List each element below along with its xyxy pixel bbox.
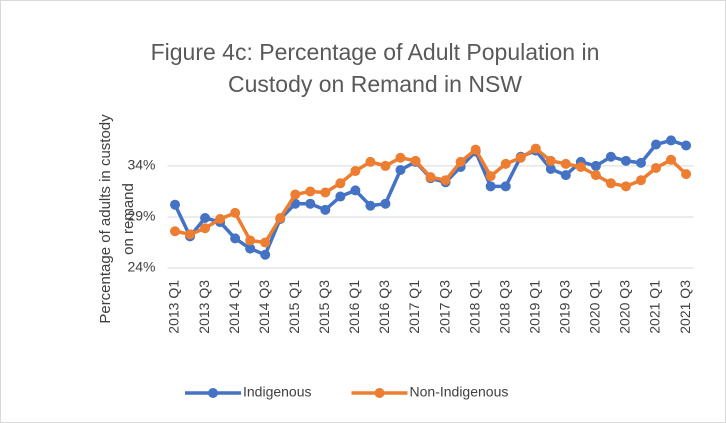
- data-point: [651, 162, 662, 173]
- data-point: [560, 170, 571, 181]
- data-point: [470, 144, 481, 155]
- data-point: [635, 157, 646, 168]
- data-point: [666, 154, 677, 165]
- legend-marker: [208, 388, 218, 398]
- y-tick-label: 29%: [127, 208, 155, 224]
- y-tick-label: 24%: [127, 259, 155, 275]
- data-point: [485, 181, 496, 192]
- data-point: [425, 172, 436, 183]
- data-point: [275, 212, 286, 223]
- data-point: [320, 187, 331, 198]
- x-tick-label: 2013 Q1: [166, 280, 182, 334]
- data-point: [170, 226, 181, 237]
- data-point: [260, 237, 271, 248]
- x-tick-label: 2017 Q1: [406, 280, 422, 334]
- x-tick-label: 2013 Q3: [196, 280, 212, 334]
- data-point: [245, 243, 256, 254]
- x-tick-label: 2017 Q3: [436, 280, 452, 334]
- legend-label: Non-Indigenous: [410, 384, 509, 400]
- x-tick-label: 2018 Q3: [496, 280, 512, 334]
- legend-marker: [374, 388, 385, 398]
- data-point: [500, 181, 511, 192]
- data-point: [545, 155, 556, 166]
- data-point: [440, 175, 451, 186]
- data-line: [174, 146, 688, 245]
- x-tick-label: 2020 Q3: [617, 280, 633, 334]
- x-tick-label: 2014 Q3: [256, 280, 272, 334]
- data-point: [651, 139, 662, 150]
- data-point: [530, 143, 541, 154]
- data-point: [681, 140, 692, 151]
- data-point: [395, 165, 406, 176]
- data-point: [590, 170, 601, 181]
- data-point: [350, 166, 361, 177]
- data-point: [575, 161, 586, 172]
- data-point: [320, 204, 331, 215]
- data-point: [215, 214, 226, 225]
- x-tick-label: 2021 Q3: [677, 280, 693, 334]
- data-point: [230, 207, 241, 218]
- data-point: [350, 185, 361, 196]
- data-point: [485, 171, 496, 182]
- data-point: [605, 178, 616, 189]
- data-point: [305, 186, 316, 197]
- data-point: [365, 156, 376, 167]
- data-point: [245, 235, 256, 246]
- data-point: [560, 158, 571, 169]
- data-point: [545, 163, 556, 174]
- x-tick-label: 2016 Q3: [376, 280, 392, 334]
- x-tick-label: 2020 Q1: [587, 280, 603, 334]
- data-point: [590, 160, 601, 171]
- data-point: [365, 200, 376, 211]
- legend-label: Indigenous: [243, 384, 312, 400]
- data-point: [230, 233, 241, 244]
- x-tick-label: 2014 Q1: [226, 280, 242, 334]
- data-point: [666, 135, 677, 146]
- x-tick-label: 2015 Q1: [286, 280, 302, 334]
- y-tick-label: 34%: [127, 157, 155, 173]
- y-axis-title: Percentage of adults in custody on reman…: [97, 114, 137, 324]
- data-point: [620, 181, 631, 192]
- data-point: [335, 178, 346, 189]
- data-point: [200, 223, 211, 234]
- data-point: [305, 198, 316, 209]
- data-point: [620, 155, 631, 166]
- data-point: [335, 191, 346, 202]
- x-tick-label: 2019 Q1: [526, 280, 542, 334]
- data-point: [681, 169, 692, 180]
- data-point: [380, 160, 391, 171]
- data-point: [500, 158, 511, 169]
- data-point: [515, 152, 526, 163]
- data-point: [635, 175, 646, 186]
- data-point: [290, 189, 301, 200]
- x-tick-label: 2021 Q1: [647, 280, 663, 334]
- data-point: [455, 156, 466, 167]
- data-point: [260, 249, 271, 260]
- chart-title: Figure 4c: Percentage of Adult Populatio…: [150, 39, 600, 97]
- x-tick-label: 2018 Q1: [466, 280, 482, 334]
- x-tick-label: 2015 Q3: [316, 280, 332, 334]
- data-point: [605, 151, 616, 162]
- x-tick-label: 2016 Q1: [346, 280, 362, 334]
- data-point: [200, 212, 211, 223]
- data-point: [170, 199, 181, 210]
- data-point: [185, 229, 196, 240]
- data-point: [380, 198, 391, 209]
- data-point: [395, 152, 406, 163]
- x-tick-label: 2019 Q3: [557, 280, 573, 334]
- data-point: [410, 155, 421, 166]
